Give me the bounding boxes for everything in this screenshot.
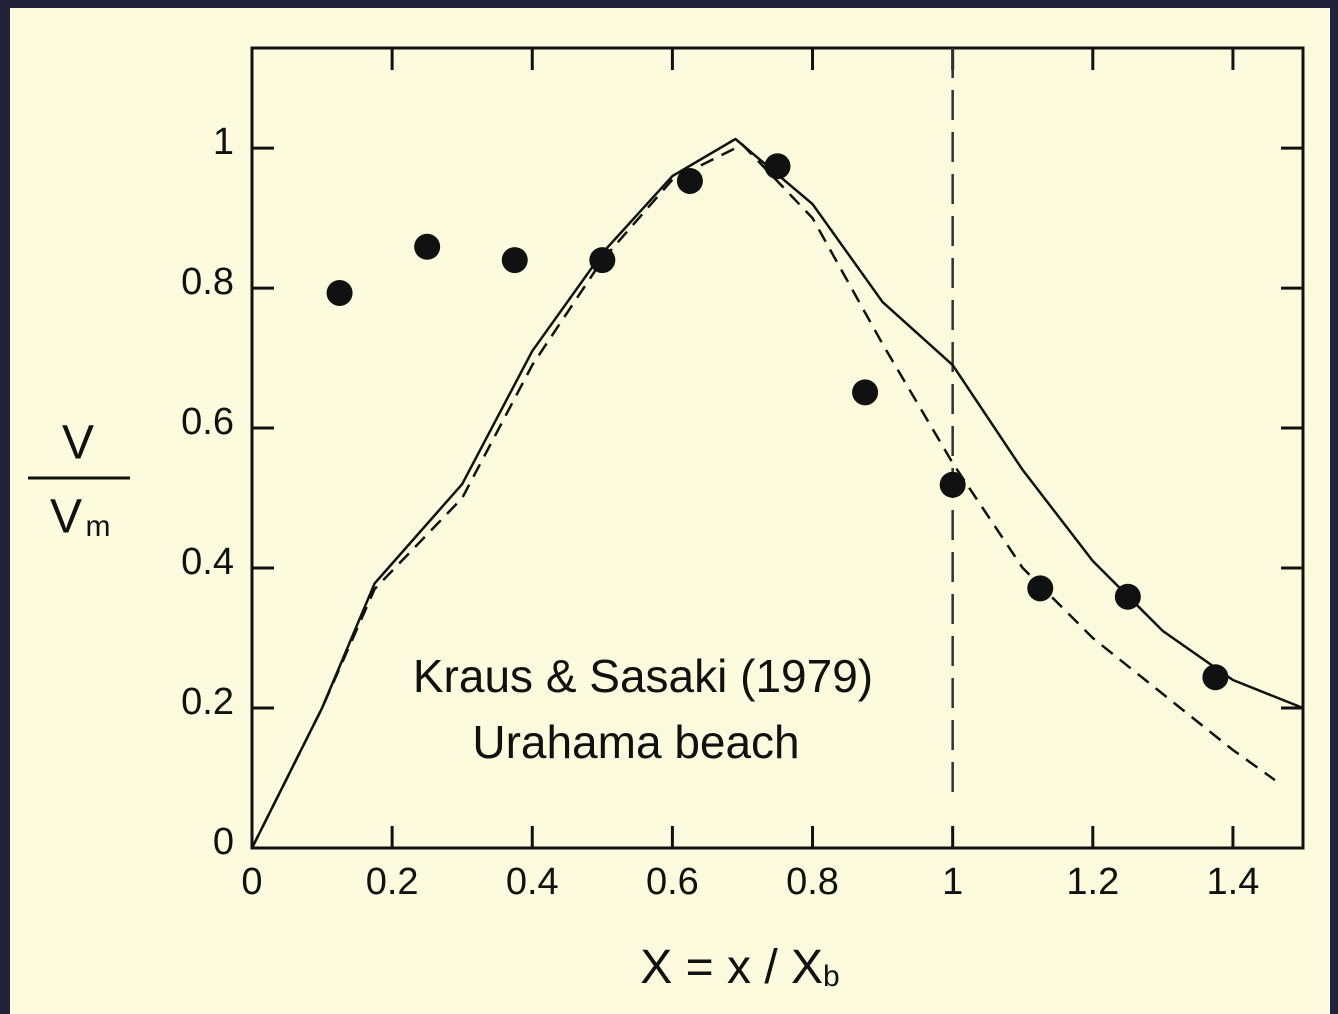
y-label-denominator: V: [50, 491, 82, 544]
x-tick-label: 1.4: [1207, 861, 1260, 903]
x-tick-label: 1.2: [1066, 861, 1119, 903]
data-point: [414, 233, 441, 260]
x-tick-label: 0: [241, 861, 262, 903]
y-tick-label: 0.2: [181, 681, 234, 723]
data-point: [939, 471, 966, 498]
annotation: Urahama beach: [472, 716, 799, 768]
y-tick-label: 0: [213, 821, 234, 863]
annotation: Kraus & Sasaki (1979): [413, 650, 873, 702]
data-point: [501, 247, 528, 274]
plot: 0 0.2 0.4 0.6 0.8 1 1.2 1.4 0 0.2 0.4 0.6 0.8 1: [181, 46, 1305, 903]
y-label-sub: m: [86, 510, 111, 543]
data-point: [764, 153, 791, 180]
data-point: [1027, 575, 1054, 602]
y-tick-label: 0.6: [181, 401, 234, 443]
background: [10, 8, 1330, 1014]
x-tick-label: 0.2: [366, 861, 419, 903]
x-label-sub: b: [823, 960, 840, 993]
data-point: [1202, 664, 1229, 691]
curve: [250, 143, 1276, 849]
y-label-numerator: V: [62, 417, 94, 470]
y-tick-label: 0.4: [181, 541, 234, 583]
curve: [250, 137, 1304, 849]
x-tick-label: 1: [942, 861, 963, 903]
x-tick-label: 0.8: [786, 861, 839, 903]
y-tick-label: 1: [213, 121, 234, 163]
plot-frame: [250, 46, 1305, 850]
data-point: [326, 279, 353, 306]
x-label-main: X = x / X: [640, 941, 823, 994]
x-tick-label: 0.4: [506, 861, 559, 903]
y-tick-label: 0.8: [181, 261, 234, 303]
x-tick-label: 0.6: [646, 861, 699, 903]
x-axis-label: X = x / Xb: [640, 941, 839, 994]
data-point: [852, 379, 879, 406]
